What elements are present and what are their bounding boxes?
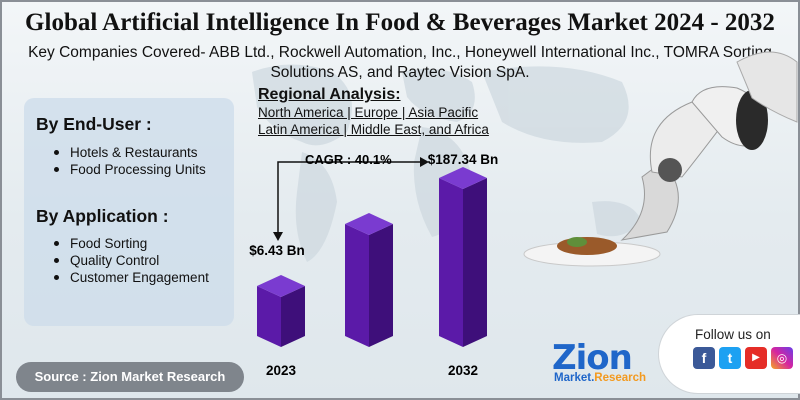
segment-panel: By End-User : Hotels & Restaurants Food … xyxy=(24,98,234,326)
bar-middle-left-face xyxy=(345,224,369,347)
instagram-icon[interactable]: ◎ xyxy=(771,347,793,369)
bar-2023-right-face xyxy=(281,286,305,347)
facebook-icon[interactable]: f xyxy=(693,347,715,369)
list-item: Hotels & Restaurants xyxy=(54,144,229,161)
end-user-list: Hotels & Restaurants Food Processing Uni… xyxy=(54,144,229,178)
bar-2023-top-face xyxy=(257,275,305,297)
regional-analysis: Regional Analysis: North America | Europ… xyxy=(258,86,489,138)
follow-us-panel: Follow us on f t ▶ ◎ xyxy=(658,314,800,394)
page-title: Global Artificial Intelligence In Food &… xyxy=(25,9,775,36)
zion-logo: Zion Market.Research xyxy=(552,338,652,394)
x-tick-2023: 2023 xyxy=(266,363,297,378)
twitter-icon[interactable]: t xyxy=(719,347,741,369)
application-heading: By Application : xyxy=(36,206,169,226)
bullet-icon xyxy=(54,241,59,246)
bullet-icon xyxy=(54,150,59,155)
bar-middle-top-face xyxy=(345,213,393,235)
application-list: Food Sorting Quality Control Customer En… xyxy=(54,235,229,286)
list-item: Quality Control xyxy=(54,252,229,269)
regional-line-1: North America | Europe | Asia Pacific xyxy=(258,105,479,120)
x-tick-2032: 2032 xyxy=(448,363,478,378)
logo-brand: Zion xyxy=(552,338,633,378)
arrow-head-right xyxy=(420,157,429,167)
regional-line-2: Latin America | Middle East, and Africa xyxy=(258,122,489,137)
cagr-label: CAGR : 40.1% xyxy=(305,152,392,167)
data-label-2032: $187.34 Bn xyxy=(428,152,499,167)
logo-tagline: Market.Research xyxy=(554,372,647,384)
end-user-heading: By End-User : xyxy=(36,114,152,134)
bar-middle-right-face xyxy=(369,224,393,347)
bar-2032-left-face xyxy=(439,178,463,347)
list-item: Customer Engagement xyxy=(54,269,229,286)
regional-heading: Regional Analysis: xyxy=(258,86,401,103)
follow-us-label: Follow us on xyxy=(695,327,771,342)
bullet-icon xyxy=(54,167,59,172)
cagr-arrow xyxy=(277,161,422,235)
list-item: Food Sorting xyxy=(54,235,229,252)
arrow-head-down xyxy=(273,232,283,241)
bar-2023-left-face xyxy=(257,286,281,347)
source-badge: Source : Zion Market Research xyxy=(16,362,244,392)
bullet-icon xyxy=(54,258,59,263)
key-companies-subtitle: Key Companies Covered- ABB Ltd., Rockwel… xyxy=(28,44,772,81)
youtube-icon[interactable]: ▶ xyxy=(745,347,767,369)
data-label-2023: $6.43 Bn xyxy=(249,243,305,258)
bar-2032-right-face xyxy=(463,178,487,347)
bullet-icon xyxy=(54,275,59,280)
list-item: Food Processing Units xyxy=(54,161,229,178)
bar-2032-top-face xyxy=(439,167,487,189)
